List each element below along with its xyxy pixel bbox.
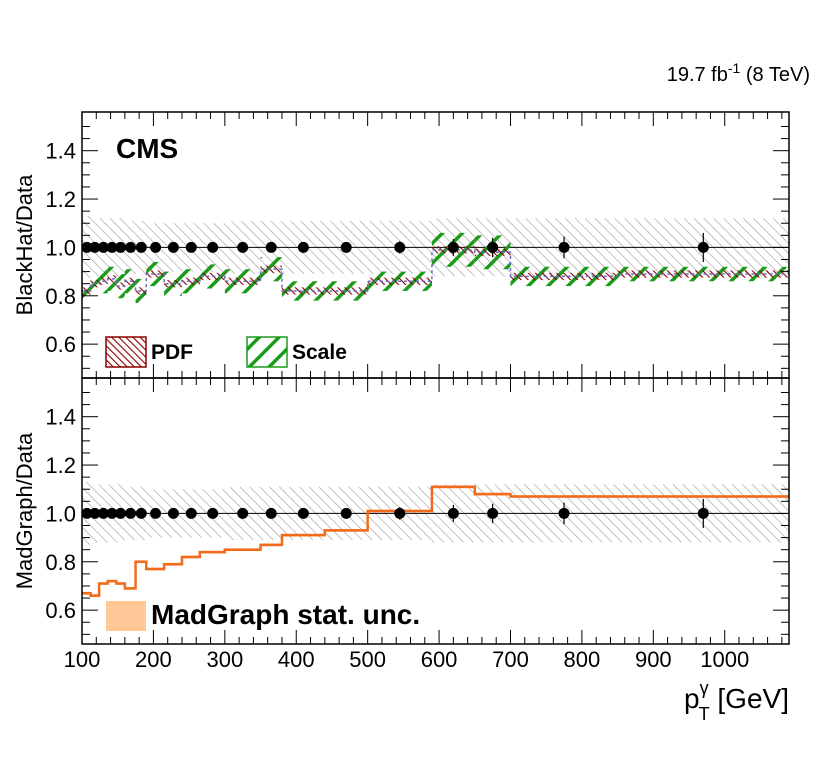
data-point xyxy=(115,241,127,253)
madgraph-line xyxy=(82,485,789,597)
data-point xyxy=(185,507,197,519)
data-point xyxy=(487,507,499,519)
data-point xyxy=(125,507,137,519)
x-tick-label: 400 xyxy=(278,647,315,672)
y-tick-label: 0.6 xyxy=(45,598,76,623)
upper-panel: 0.6 0.8 1.0 1.2 1.4 xyxy=(45,112,789,378)
x-tick-label: 900 xyxy=(635,647,672,672)
data-point xyxy=(558,507,570,519)
data-point xyxy=(297,507,309,519)
x-tick-label: 800 xyxy=(564,647,601,672)
x-tick-label: 300 xyxy=(206,647,243,672)
data-point xyxy=(697,241,709,253)
x-tick-label: 1000 xyxy=(700,647,749,672)
data-point xyxy=(394,241,406,253)
data-point xyxy=(487,241,499,253)
data-point xyxy=(207,507,219,519)
blackhat-central-line xyxy=(82,249,789,292)
y-tick-label: 0.8 xyxy=(45,284,76,309)
y-tick-label: 0.6 xyxy=(45,332,76,357)
y-tick-label: 1.2 xyxy=(45,187,76,212)
x-tick-label: 200 xyxy=(135,647,172,672)
data-point xyxy=(237,507,249,519)
pdf-band xyxy=(146,270,165,278)
data-point xyxy=(207,241,219,253)
y-tick-label: 1.0 xyxy=(45,235,76,260)
cms-label: CMS xyxy=(116,133,178,164)
data-point xyxy=(150,507,162,519)
upper-ylabel: BlackHat/Data xyxy=(12,174,37,315)
data-point xyxy=(265,241,277,253)
pdf-band xyxy=(82,287,91,295)
data-point xyxy=(167,241,179,253)
y-tick-label: 1.4 xyxy=(45,405,76,430)
data-point xyxy=(97,241,109,253)
pdf-band xyxy=(324,287,368,295)
data-point xyxy=(340,507,352,519)
data-point xyxy=(135,507,147,519)
data-point xyxy=(558,241,570,253)
data-point xyxy=(125,241,137,253)
lower-ylabel: MadGraph/Data xyxy=(12,432,37,589)
legend-pdf-swatch xyxy=(105,336,147,368)
data-point xyxy=(106,241,118,253)
data-point xyxy=(237,241,249,253)
legend-madgraph-label: MadGraph stat. unc. xyxy=(151,599,420,630)
legend-scale-label: Scale xyxy=(292,341,347,364)
legend-scale-swatch xyxy=(246,336,288,368)
data-point xyxy=(167,507,179,519)
pdf-band xyxy=(224,277,261,285)
lumi-label: 19.7 fb-1 (8 TeV) xyxy=(667,60,810,86)
data-point xyxy=(185,241,197,253)
data-point xyxy=(394,507,406,519)
data-point xyxy=(135,241,147,253)
lower-panel: 0.6 0.8 1.0 1.2 1.4 xyxy=(45,378,789,644)
x-tick-label: 100 xyxy=(64,647,101,672)
legend-pdf-label: PDF xyxy=(151,341,193,364)
data-point xyxy=(697,507,709,519)
pdf-band xyxy=(181,277,200,285)
lower-frame xyxy=(81,377,790,645)
data-point xyxy=(106,507,118,519)
data-point xyxy=(265,507,277,519)
data-point xyxy=(447,507,459,519)
x-tick-label: 600 xyxy=(421,647,458,672)
data-point xyxy=(297,241,309,253)
pdf-band xyxy=(260,265,282,273)
data-point xyxy=(150,241,162,253)
data-point xyxy=(447,241,459,253)
y-tick-label: 1.4 xyxy=(45,139,76,164)
x-axis-title: pγ T [GeV] xyxy=(684,678,789,724)
y-tick-label: 1.2 xyxy=(45,453,76,478)
x-tick-label: 700 xyxy=(492,647,529,672)
pdf-band xyxy=(116,282,125,290)
legend-madgraph-swatch xyxy=(106,601,146,631)
pdf-band xyxy=(281,287,325,295)
data-point xyxy=(97,507,109,519)
data-point xyxy=(340,241,352,253)
data-point xyxy=(115,507,127,519)
x-tick-label: 500 xyxy=(349,647,386,672)
y-tick-label: 0.8 xyxy=(45,550,76,575)
pdf-band xyxy=(617,270,789,278)
y-tick-label: 1.0 xyxy=(45,501,76,526)
